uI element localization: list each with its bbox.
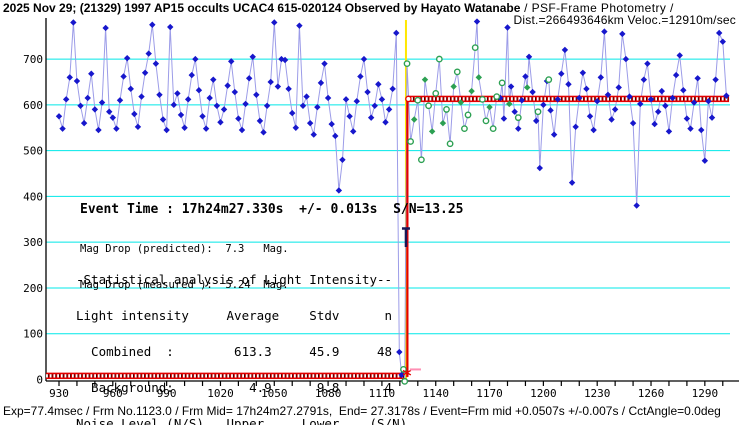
stats-header: -Statistical analysis of Light Intensity…: [76, 272, 393, 287]
svg-text:1080: 1080: [315, 387, 342, 400]
svg-text:200: 200: [23, 282, 43, 295]
title-photometry-mode: / PSF-Frame Photometry /: [520, 1, 674, 15]
title-text: 2025 Nov 29; (21329) 1997 AP15 occults U…: [3, 1, 521, 15]
mag-drop-predicted: Mag Drop (predicted): 7.3 Mag.: [80, 243, 289, 255]
svg-text:1170: 1170: [476, 387, 503, 400]
svg-text:300: 300: [23, 236, 43, 249]
svg-text:700: 700: [23, 53, 43, 66]
stats-background: Background: 4.9 9.8 4: [76, 380, 393, 395]
svg-text:1230: 1230: [584, 387, 611, 400]
svg-text:400: 400: [23, 190, 43, 203]
stats-columns: Light intensity Average Stdv n: [76, 308, 393, 323]
svg-text:1050: 1050: [261, 387, 288, 400]
svg-text:1020: 1020: [207, 387, 234, 400]
svg-text:100: 100: [23, 328, 43, 341]
title-bar: 2025 Nov 29; (21329) 1997 AP15 occults U…: [3, 1, 674, 15]
stats-combined: Combined : 613.3 45.9 48: [76, 344, 393, 359]
svg-text:1110: 1110: [369, 387, 396, 400]
mag-drop-block: Mag Drop (predicted): 7.3 Mag. Mag Drop …: [80, 219, 289, 315]
svg-text:1140: 1140: [422, 387, 449, 400]
svg-text:930: 930: [49, 387, 69, 400]
svg-text:0: 0: [36, 374, 43, 387]
svg-text:1260: 1260: [638, 387, 665, 400]
svg-text:1200: 1200: [530, 387, 557, 400]
mag-drop-measured: Mag Drop (measured ): 5.24 Mag.: [80, 279, 289, 291]
stats-noise-header: Noise Level (N/S) Upper Lower (S/N): [76, 416, 408, 425]
distance-velocity-text: Dist.=266493646km Veloc.=12910m/sec: [513, 13, 736, 27]
svg-text:500: 500: [23, 145, 43, 158]
svg-text:960: 960: [103, 387, 123, 400]
svg-text:990: 990: [157, 387, 177, 400]
svg-text:600: 600: [23, 99, 43, 112]
event-time-text: Event Time : 17h24m27.330s +/- 0.013s S/…: [80, 202, 464, 217]
frame-info-text: Exp=77.4msec / Frm No.1123.0 / Frm Mid= …: [3, 404, 721, 418]
svg-text:1290: 1290: [692, 387, 719, 400]
statistical-analysis-block: -Statistical analysis of Light Intensity…: [76, 250, 407, 425]
